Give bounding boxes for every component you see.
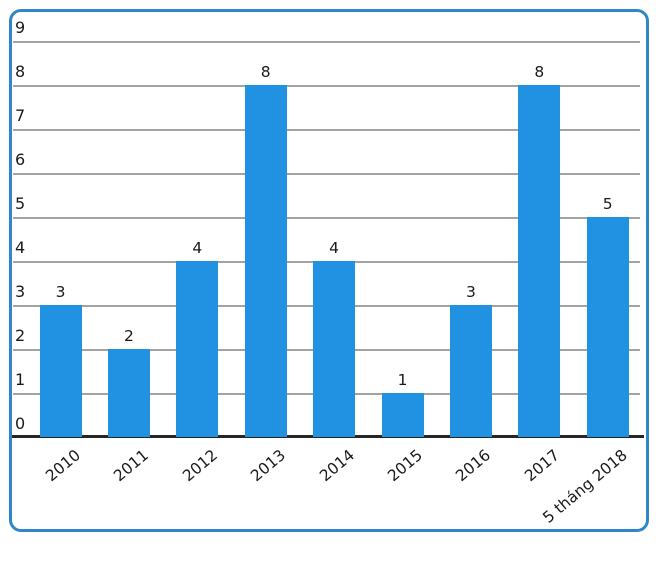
bar-2010 [39,305,82,437]
gridline-8 [13,85,640,87]
x-axis-tick-label: 2012 [179,446,221,486]
bar-2011 [107,349,150,437]
bar-value-label: 4 [192,239,203,257]
bar-value-label: 4 [329,239,340,257]
x-axis-tick-label: 2017 [521,446,563,486]
x-axis-tick-label: 2011 [110,446,153,486]
x-axis-tick-label: 2016 [452,446,495,486]
x-axis-tick-label: 2010 [42,446,85,486]
bar-2013 [244,85,287,437]
y-axis-tick-label: 2 [15,326,26,345]
x-axis-tick-label: 2014 [315,446,358,486]
bar-2016 [449,305,492,437]
bar-value-label: 1 [397,371,408,389]
bar-2015 [381,393,424,437]
y-axis-tick-label: 0 [15,414,26,433]
y-axis-tick-label: 4 [15,238,26,257]
y-axis-tick-label: 6 [15,150,26,169]
y-axis-tick-label: 3 [15,282,26,301]
x-axis-tick-label: 2013 [247,446,290,486]
bar-2017 [518,85,561,437]
bar-value-label: 8 [534,63,545,81]
y-axis-tick-label: 1 [15,370,26,389]
bar-2012 [176,261,219,437]
bar-2014 [313,261,356,437]
gridline-6 [13,173,640,175]
y-axis-tick-label: 5 [15,194,26,213]
y-axis-tick-label: 8 [15,62,26,81]
y-axis-tick-label: 7 [15,106,26,125]
gridline-5 [13,217,640,219]
gridline-7 [13,129,640,131]
y-axis-tick-label: 9 [15,18,26,37]
bar-value-label: 3 [465,283,476,301]
gridline-9 [13,41,640,43]
x-axis-tick-label: 2015 [384,446,427,486]
bar-5 tháng 2018 [586,217,629,437]
bar-value-label: 3 [55,283,66,301]
bar-value-label: 8 [260,63,271,81]
bar-value-label: 2 [123,327,134,345]
bar-value-label: 5 [602,195,613,213]
